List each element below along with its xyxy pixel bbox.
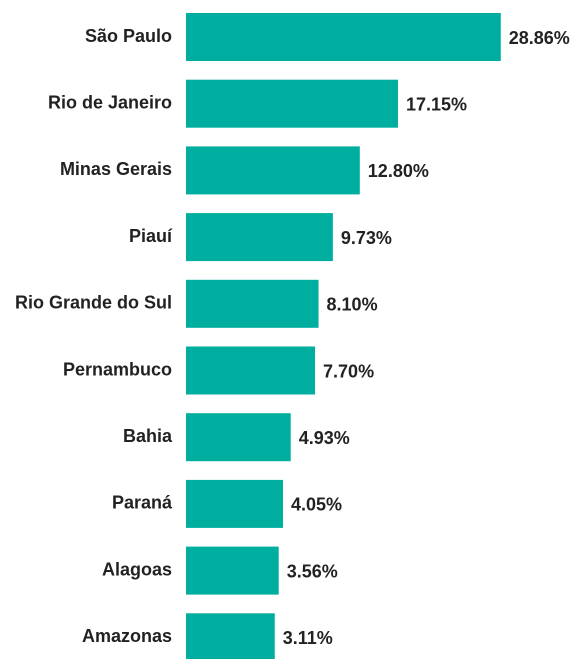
category-label: Alagoas xyxy=(102,559,172,579)
bar xyxy=(186,546,279,595)
category-label: Paraná xyxy=(112,493,173,513)
category-label: Minas Gerais xyxy=(60,159,172,179)
value-label: 9.73% xyxy=(341,228,392,248)
bar xyxy=(186,413,291,462)
category-label: Bahia xyxy=(123,426,173,446)
category-label: São Paulo xyxy=(85,26,172,46)
category-label: Rio Grande do Sul xyxy=(15,293,172,313)
bar xyxy=(186,279,319,328)
bar xyxy=(186,146,360,195)
value-label: 17.15% xyxy=(406,94,467,114)
bar xyxy=(186,613,275,659)
value-label: 3.56% xyxy=(287,561,338,581)
bar xyxy=(186,79,398,128)
value-label: 4.93% xyxy=(299,428,350,448)
bar xyxy=(186,213,333,262)
value-label: 7.70% xyxy=(323,361,374,381)
bar xyxy=(186,346,316,395)
category-label: Piauí xyxy=(129,226,173,246)
value-label: 12.80% xyxy=(368,161,429,181)
value-label: 3.11% xyxy=(283,628,333,648)
category-label: Amazonas xyxy=(82,626,172,646)
value-label: 4.05% xyxy=(291,495,342,515)
bar xyxy=(186,479,283,528)
value-label: 8.10% xyxy=(327,295,378,315)
category-label: Rio de Janeiro xyxy=(48,92,172,112)
category-label: Pernambuco xyxy=(63,359,172,379)
bar xyxy=(186,13,501,61)
value-label: 28.86% xyxy=(509,28,570,48)
